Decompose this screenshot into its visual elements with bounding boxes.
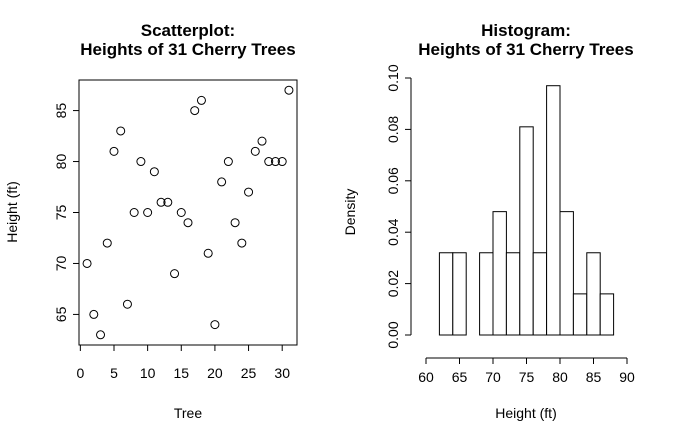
scatter-points: [82, 85, 294, 340]
histogram-bar: [599, 293, 615, 336]
scatter-point: [109, 146, 119, 156]
histogram-bar: [519, 126, 534, 336]
scatter-x-axis: 0 5 10 15 20 25 30: [76, 345, 290, 381]
scatter-point: [277, 157, 287, 167]
histogram-bar: [452, 252, 467, 336]
scatter-x-tick-label: 30: [274, 365, 290, 381]
scatter-subtitle: Heights of 31 Cherry Trees: [80, 40, 295, 59]
scatter-point: [129, 208, 139, 217]
hist-y-tick-label: 0.06: [385, 167, 401, 194]
histogram-bar: [546, 85, 561, 336]
histogram-panel: Histogram: Heights of 31 Cherry Trees 60…: [342, 21, 635, 421]
scatter-point: [82, 258, 92, 268]
scatter-point: [136, 157, 146, 167]
scatter-y-label: Height (ft): [4, 181, 20, 242]
scatter-point: [237, 238, 247, 248]
scatter-point: [264, 157, 274, 167]
scatter-point: [143, 208, 153, 217]
hist-x-axis: 60 65 70 75 80 85 90: [418, 357, 635, 385]
hist-title: Histogram:: [481, 21, 571, 40]
scatter-point: [176, 208, 186, 217]
scatter-y-tick-label: 70: [53, 255, 69, 271]
hist-y-axis: 0.00 0.02 0.04 0.06 0.08 0.10: [385, 64, 412, 349]
histogram-bars: [438, 85, 615, 336]
scatter-point: [122, 299, 132, 309]
histogram-bar: [438, 252, 454, 336]
scatter-x-tick-label: 10: [140, 365, 156, 381]
scatter-point: [203, 248, 213, 258]
scatter-y-tick-label: 80: [53, 154, 69, 170]
histogram-bar: [559, 211, 574, 336]
histogram-bar: [586, 252, 601, 336]
scatter-point: [96, 330, 106, 340]
scatter-title: Scatterplot:: [141, 21, 235, 40]
scatter-point: [210, 320, 220, 330]
scatter-y-axis: 65 70 75 80 85: [53, 103, 79, 322]
hist-x-tick-label: 90: [619, 369, 635, 385]
scatter-point: [170, 269, 180, 279]
scatter-point: [270, 157, 280, 167]
scatter-x-label: Tree: [174, 405, 202, 421]
hist-x-tick-label: 75: [519, 369, 535, 385]
scatter-point: [163, 197, 173, 207]
hist-x-tick-label: 80: [552, 369, 568, 385]
hist-x-tick-label: 70: [485, 369, 501, 385]
scatter-point: [223, 157, 233, 167]
hist-x-tick-label: 85: [586, 369, 602, 385]
scatter-point: [196, 95, 206, 105]
scatter-point: [217, 177, 227, 187]
scatter-point: [250, 146, 260, 156]
scatter-x-tick-label: 15: [173, 365, 189, 381]
scatter-point: [284, 85, 294, 95]
scatter-point: [183, 218, 193, 228]
histogram-bar: [532, 252, 548, 336]
histogram-bar: [492, 211, 507, 336]
scatter-point: [257, 136, 267, 146]
scatter-point: [102, 238, 112, 248]
scatter-point: [190, 106, 200, 116]
scatter-point: [89, 309, 99, 319]
hist-subtitle: Heights of 31 Cherry Trees: [418, 40, 633, 59]
scatter-y-tick-label: 65: [53, 306, 69, 322]
histogram-bar: [479, 252, 494, 336]
hist-y-tick-label: 0.10: [385, 64, 401, 91]
scatter-point: [116, 126, 126, 136]
scatter-x-tick-label: 5: [110, 365, 118, 381]
scatter-x-tick-label: 20: [207, 365, 223, 381]
scatter-point: [244, 187, 254, 197]
scatter-point: [149, 167, 159, 177]
scatter-x-tick-label: 0: [76, 365, 84, 381]
hist-y-tick-label: 0.02: [385, 270, 401, 297]
histogram-bar: [505, 252, 521, 336]
hist-y-label: Density: [342, 189, 358, 236]
hist-x-label: Height (ft): [495, 405, 556, 421]
histogram-bar: [572, 293, 588, 336]
hist-x-tick-label: 60: [418, 369, 434, 385]
scatter-y-tick-label: 75: [53, 205, 69, 221]
scatter-point: [230, 218, 240, 228]
scatterplot-panel: Scatterplot: Heights of 31 Cherry Trees …: [4, 21, 298, 421]
scatter-x-tick-label: 25: [241, 365, 257, 381]
scatter-point: [156, 197, 166, 207]
hist-y-tick-label: 0.00: [385, 321, 401, 348]
scatter-plot-frame: [78, 79, 298, 346]
hist-y-tick-label: 0.08: [385, 116, 401, 143]
scatter-y-tick-label: 85: [53, 103, 69, 119]
hist-x-tick-label: 65: [452, 369, 468, 385]
hist-y-tick-label: 0.04: [385, 218, 401, 245]
